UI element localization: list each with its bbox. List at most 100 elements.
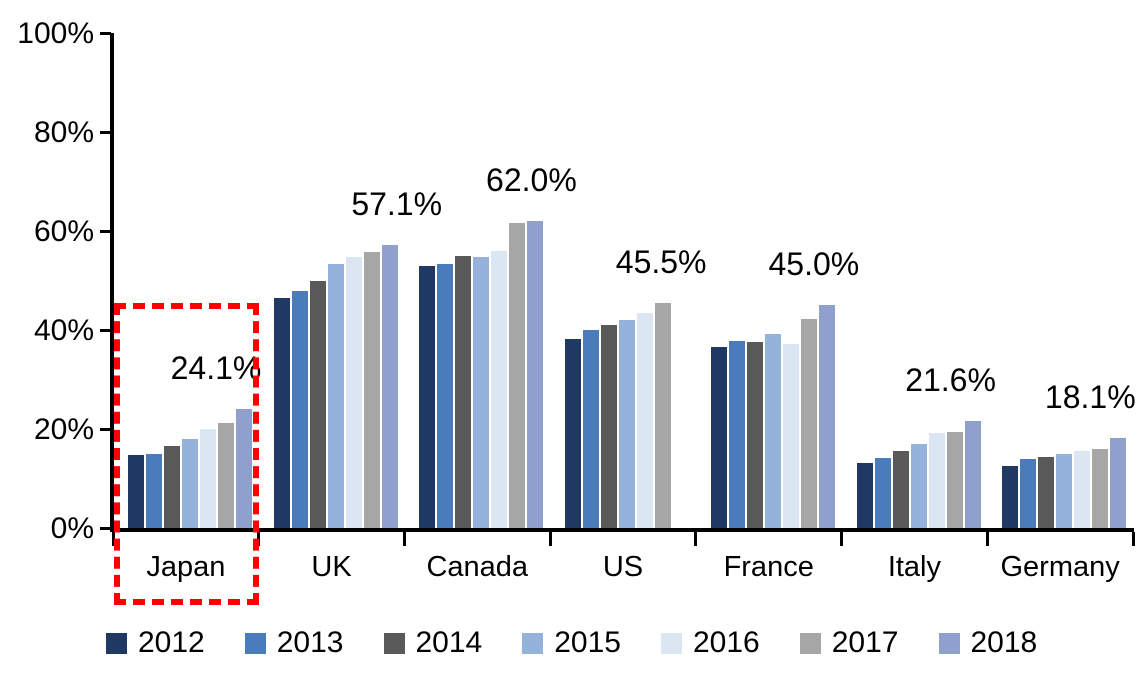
legend-swatch-2016	[661, 632, 682, 654]
y-axis-tick-label: 80%	[33, 116, 94, 149]
bar-germany-2013	[1020, 459, 1037, 528]
legend-label-2016: 2016	[693, 626, 760, 659]
bar-france-2016	[782, 343, 799, 528]
value-label-france: 45.0%	[768, 246, 860, 283]
bar-germany-2016	[1074, 450, 1091, 528]
bar-germany-2017	[1092, 448, 1109, 528]
bar-japan-2012	[128, 454, 144, 528]
bar-uk-2017	[363, 251, 380, 528]
x-axis-tick	[985, 532, 989, 546]
bar-uk-2015	[327, 264, 344, 528]
bar-italy-2013	[874, 458, 891, 528]
bar-canada-2016	[491, 250, 508, 528]
bar-germany-2018	[1110, 438, 1127, 528]
bar-japan-2016	[200, 429, 216, 528]
legend-label-2018: 2018	[970, 626, 1038, 659]
bar-japan-2014	[164, 445, 180, 528]
y-axis-tick-label: 40%	[33, 314, 94, 347]
bar-us-2017	[655, 302, 672, 528]
y-axis-tick	[100, 131, 111, 134]
value-label-italy: 21.6%	[905, 362, 996, 399]
bar-uk-2013	[291, 290, 308, 528]
category-label-france: France	[723, 551, 814, 583]
category-label-us: US	[602, 551, 644, 583]
legend-label-2015: 2015	[554, 626, 621, 659]
bar-canada-2018	[527, 221, 544, 528]
y-axis-tick-label: 60%	[33, 215, 94, 248]
bar-us-2015	[619, 319, 636, 528]
y-axis-tick-label: 100%	[17, 17, 94, 50]
y-axis-tick	[100, 230, 111, 233]
bar-uk-2014	[309, 280, 326, 528]
category-label-canada: Canada	[426, 551, 529, 583]
legend-label-2014: 2014	[415, 626, 483, 659]
bar-canada-2015	[473, 257, 490, 528]
bar-canada-2017	[509, 222, 526, 528]
japan-highlight-box	[114, 303, 259, 605]
x-axis-tick	[111, 532, 115, 546]
legend-label-2013: 2013	[276, 626, 344, 659]
y-axis-tick-label: 0%	[50, 512, 94, 545]
x-axis-tick	[402, 532, 406, 546]
y-axis-tick	[100, 428, 111, 431]
legend-swatch-2015	[522, 632, 544, 654]
bar-canada-2012	[419, 265, 436, 528]
legend-swatch-2017	[799, 632, 821, 654]
bar-germany-2014	[1038, 456, 1055, 528]
bar-italy-2012	[856, 462, 873, 528]
legend-item-2017: 2017	[799, 626, 899, 660]
legend-swatch-2013	[244, 632, 266, 654]
legend-swatch-2012	[106, 632, 127, 654]
legend-label-2012: 2012	[138, 626, 205, 659]
legend-label-2017: 2017	[831, 626, 899, 659]
legend: 2012 2013 2014 2015 2016 2017 2018	[106, 621, 1136, 665]
bar-france-2013	[728, 341, 745, 528]
value-label-japan: 24.1%	[170, 349, 262, 386]
legend-swatch-2018	[938, 632, 960, 654]
legend-item-2018: 2018	[938, 626, 1038, 660]
legend-item-2014: 2014	[383, 626, 483, 660]
bar-us-2014	[601, 325, 618, 528]
y-axis-tick-label: 20%	[33, 413, 94, 446]
category-label-uk: UK	[311, 551, 352, 583]
bar-japan-2018	[236, 408, 252, 528]
bar-canada-2014	[455, 256, 472, 528]
bar-uk-2016	[345, 256, 362, 528]
bar-uk-2018	[381, 245, 398, 528]
bar-france-2014	[746, 341, 763, 528]
category-label-germany: Germany	[1000, 551, 1120, 583]
bar-japan-2013	[146, 453, 162, 528]
category-label-italy: Italy	[887, 551, 941, 583]
bar-france-2015	[764, 333, 781, 528]
legend-item-2015: 2015	[522, 626, 621, 660]
bar-france-2012	[710, 347, 727, 528]
bar-france-2017	[800, 318, 817, 528]
bar-italy-2014	[892, 451, 909, 528]
bar-italy-2016	[928, 432, 945, 528]
bar-italy-2017	[946, 431, 963, 528]
bar-italy-2018	[964, 421, 981, 528]
bar-uk-2012	[273, 298, 290, 528]
y-axis-tick	[100, 32, 111, 35]
value-label-germany: 18.1%	[1044, 379, 1136, 416]
value-label-canada: 62.0%	[486, 162, 577, 199]
bar-japan-2015	[182, 438, 198, 528]
y-axis-line	[110, 33, 114, 532]
value-label-us: 45.5%	[615, 243, 707, 280]
category-label-japan: Japan	[146, 551, 226, 583]
y-axis-tick	[100, 527, 111, 530]
legend-item-2016: 2016	[661, 626, 760, 660]
bar-germany-2015	[1056, 454, 1073, 528]
legend-item-2013: 2013	[244, 626, 344, 660]
x-axis-line	[110, 528, 1134, 532]
y-axis-tick	[100, 329, 111, 332]
bar-france-2018	[818, 305, 835, 528]
bar-canada-2013	[437, 263, 454, 528]
bar-japan-2017	[218, 423, 234, 528]
bar-us-2013	[583, 330, 600, 528]
x-axis-tick	[840, 532, 844, 546]
x-axis-tick	[548, 532, 552, 546]
value-label-uk: 57.1%	[351, 186, 443, 223]
